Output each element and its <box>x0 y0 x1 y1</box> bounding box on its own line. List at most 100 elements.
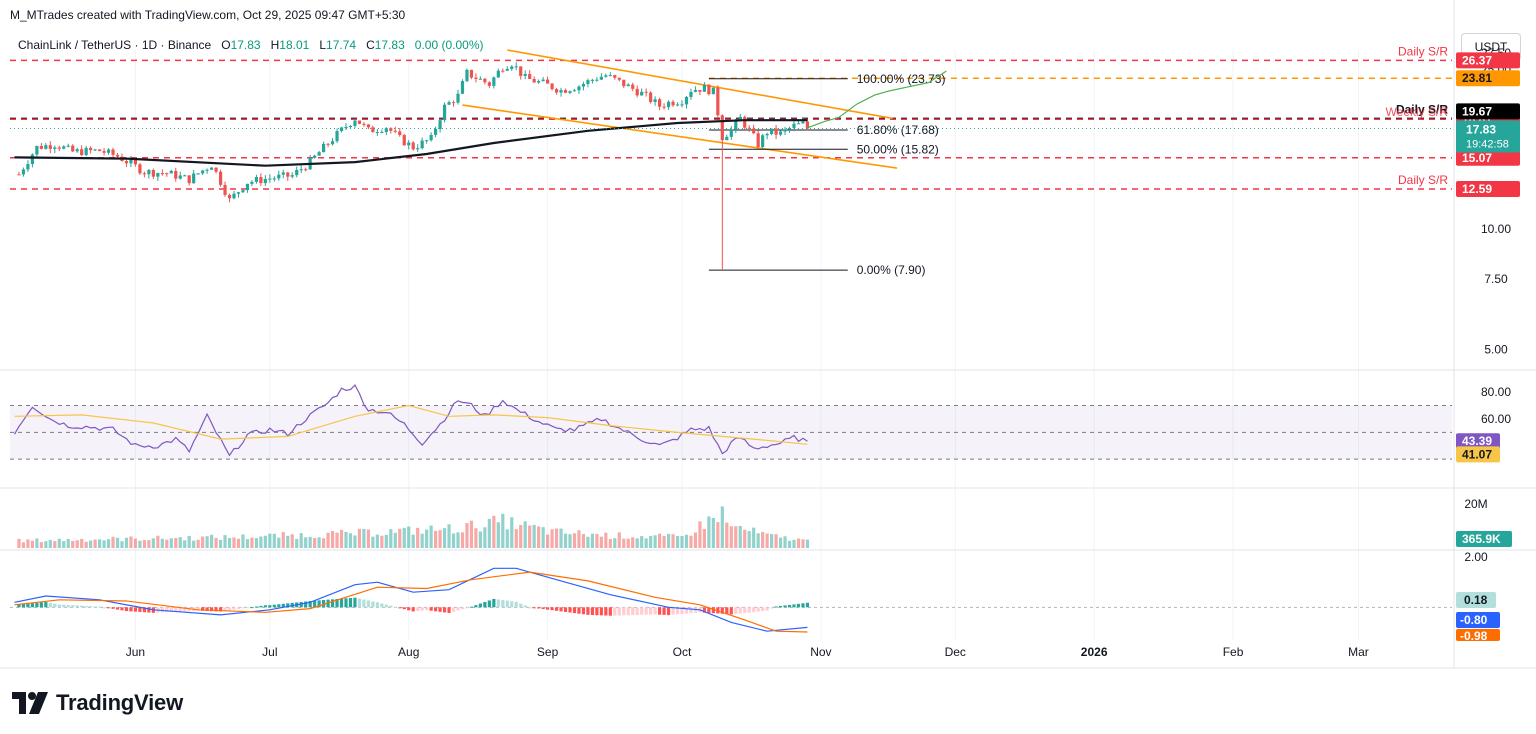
macd-histogram-bar <box>761 607 765 612</box>
candle-body <box>102 151 106 153</box>
candle-body <box>57 147 61 149</box>
candle-body <box>604 75 608 77</box>
current-price-text: 17.83 <box>1466 123 1496 137</box>
volume-bar <box>796 538 801 548</box>
candle-body <box>227 194 232 199</box>
volume-bar <box>725 522 729 548</box>
volume-bar <box>586 536 590 548</box>
candle-body <box>572 90 577 92</box>
volume-bar <box>44 541 48 548</box>
macd-histogram-bar <box>317 600 321 608</box>
candle-body <box>496 70 500 78</box>
volume-bar <box>761 532 765 548</box>
macd-histogram-bar <box>259 605 263 608</box>
volume-bar <box>187 535 191 548</box>
candle-body <box>353 120 357 126</box>
macd-histogram-bar <box>353 597 357 608</box>
candle-body <box>711 87 715 95</box>
macd-histogram-bar <box>801 603 805 608</box>
macd-histogram-bar <box>447 607 451 613</box>
candle-body <box>725 136 729 141</box>
candle-body <box>546 79 550 84</box>
macd-histogram-bar <box>357 598 362 608</box>
macd-histogram-bar <box>205 607 209 612</box>
candle-body <box>389 128 393 131</box>
candle-body <box>115 154 120 157</box>
macd-histogram-bar <box>550 607 554 611</box>
macd-histogram-bar <box>747 607 751 613</box>
volume-bar <box>57 538 61 548</box>
macd-histogram-bar <box>496 599 500 608</box>
grid <box>0 0 1536 669</box>
candle-body <box>169 170 173 174</box>
fib-level-label: 61.80% (17.68) <box>857 123 939 137</box>
macd-histogram-bar <box>613 607 617 616</box>
macd-histogram-bar <box>178 607 182 612</box>
volume-bar <box>590 533 594 548</box>
volume-bar <box>649 535 653 548</box>
candle-body <box>21 169 26 175</box>
symbol-legend[interactable]: ChainLink / TetherUS · 1D · Binance O17.… <box>18 38 484 52</box>
volume-bar <box>151 538 155 548</box>
candle-body <box>693 89 698 92</box>
candle-body <box>348 125 353 127</box>
candle-body <box>590 79 594 81</box>
rsi-y-tick: 80.00 <box>1481 385 1511 399</box>
macd-pane <box>10 567 1452 633</box>
volume-bar <box>169 538 173 548</box>
candle-body <box>532 78 536 83</box>
macd-histogram-bar <box>196 607 200 611</box>
macd-histogram-bar <box>666 607 671 616</box>
volume-bar <box>680 536 684 548</box>
candle-body <box>635 88 639 96</box>
candle-body <box>738 116 742 121</box>
volume-bar <box>232 537 236 548</box>
volume-bar <box>550 529 554 548</box>
macd-histogram-bar <box>227 607 232 611</box>
volume-bar <box>626 538 630 548</box>
candle-body <box>156 173 160 177</box>
candle-body <box>644 91 648 93</box>
volume-bar <box>487 518 491 548</box>
candle-body <box>290 175 294 177</box>
candle-body <box>111 149 115 155</box>
macd-histogram-bar <box>371 601 375 608</box>
volume-bar <box>510 517 514 548</box>
candle-body <box>456 93 460 103</box>
volume-bar <box>451 533 456 548</box>
candle-body <box>80 149 84 156</box>
candle-body <box>241 190 245 193</box>
volume-bar <box>640 536 644 548</box>
macd-histogram-bar <box>366 600 370 608</box>
candle-body <box>326 143 330 145</box>
volume-bar <box>111 536 115 548</box>
candle-body <box>192 173 196 184</box>
volume-bar <box>734 526 738 548</box>
volume-bar <box>371 536 375 548</box>
candle-body <box>165 173 169 175</box>
macd-histogram-bar <box>720 607 724 614</box>
macd-histogram-bar <box>389 605 393 608</box>
macd-histogram-bar <box>115 607 120 610</box>
volume-bar <box>671 534 675 548</box>
macd-histogram-bar <box>380 603 384 608</box>
volume-bar <box>434 530 438 548</box>
volume-bar <box>787 540 792 548</box>
macd-histogram-bar <box>752 607 756 613</box>
candle-body <box>133 159 138 165</box>
candle-body <box>322 143 326 153</box>
candle-body <box>35 145 39 155</box>
volume-bar <box>519 524 523 548</box>
chart-credit: M_MTrades created with TradingView.com, … <box>10 8 406 22</box>
macd-histogram-bar <box>416 607 420 611</box>
tradingview-logo[interactable]: TradingView <box>12 690 183 716</box>
countdown-text: 19:42:58 <box>1466 139 1509 151</box>
volume-bar <box>196 539 200 548</box>
candle-body <box>537 81 541 83</box>
macd-histogram-bar <box>707 607 711 613</box>
volume-bar <box>523 521 527 548</box>
volume-bar <box>460 532 465 548</box>
fib-level-label: 0.00% (7.90) <box>857 263 926 277</box>
volume-bar <box>80 538 84 548</box>
